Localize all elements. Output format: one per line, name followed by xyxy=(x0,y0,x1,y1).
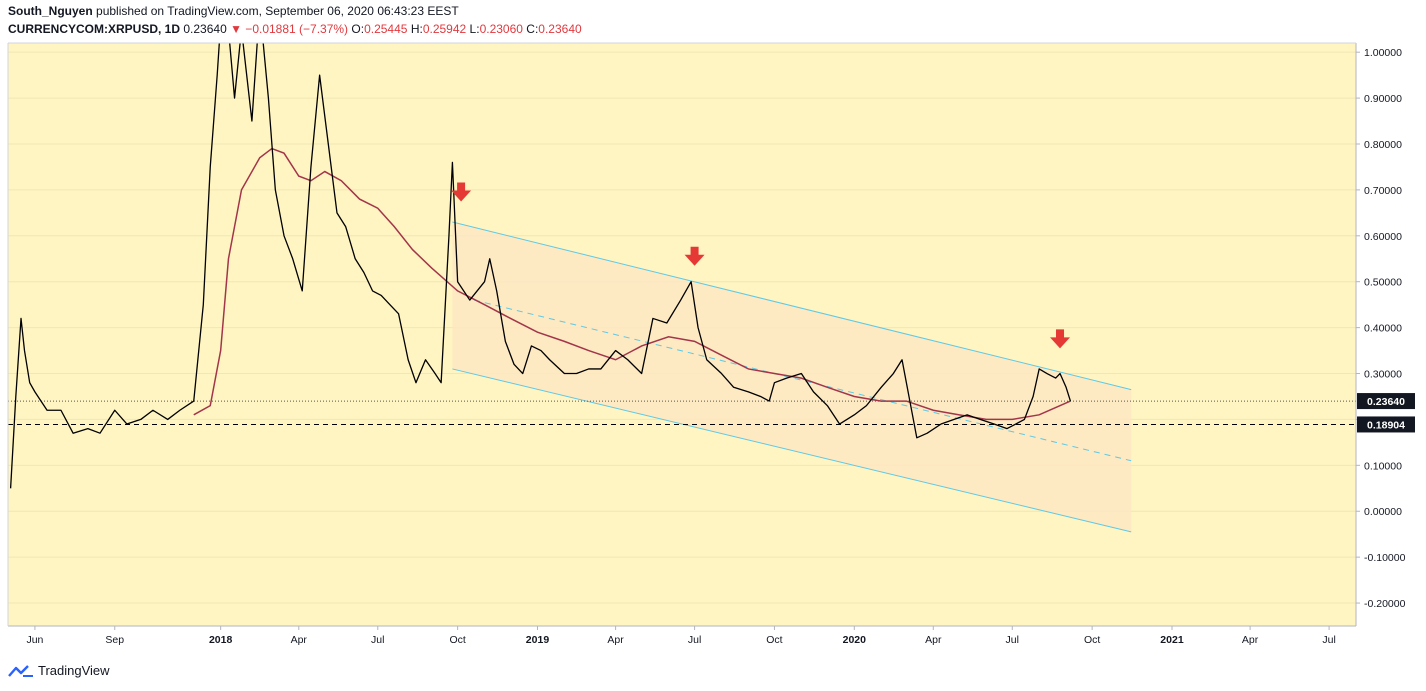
x-tick-label: Apr xyxy=(925,634,942,646)
channel-upper-line xyxy=(452,221,1132,391)
y-tick-label: 0.50000 xyxy=(1364,277,1402,289)
resistance-arrow-icon xyxy=(684,246,705,266)
close-label: C: xyxy=(526,22,539,36)
x-tick-label: Sep xyxy=(105,634,124,646)
open-value: 0.25445 xyxy=(364,22,408,36)
y-tick-label: 0.10000 xyxy=(1364,460,1402,472)
author-name[interactable]: South_Nguyen xyxy=(8,4,93,18)
footer-brand-text: TradingView xyxy=(38,663,110,678)
x-tick-label: Jul xyxy=(1006,634,1019,646)
x-tick-label: 2020 xyxy=(843,634,867,646)
price-change: ▼ −0.01881 (−7.37%) xyxy=(230,22,349,36)
current-price-tag-box xyxy=(1357,393,1415,410)
channel-lower-line xyxy=(452,368,1132,533)
published-text: published on TradingView.com, September … xyxy=(96,4,459,18)
x-tick-label: Oct xyxy=(449,634,465,646)
open-label: O: xyxy=(351,22,365,36)
current-price-tag: 0.23640 xyxy=(1367,396,1405,408)
price-line xyxy=(9,43,1072,489)
y-tick-label: 0.40000 xyxy=(1364,323,1402,335)
y-tick-label: -0.20000 xyxy=(1364,598,1406,610)
channel-mid-line xyxy=(473,299,1132,462)
support-price-tag-box xyxy=(1357,416,1415,433)
close-value: 0.23640 xyxy=(538,22,582,36)
x-tick-label: Apr xyxy=(291,634,308,646)
y-tick-label: 0.00000 xyxy=(1364,506,1402,518)
ohlc-line: CURRENCYCOM:XRPUSD, 1D 0.23640 ▼ −0.0188… xyxy=(8,22,582,36)
y-tick-label: 0.30000 xyxy=(1364,369,1402,381)
x-tick-label: 2018 xyxy=(209,634,233,646)
low-value: 0.23060 xyxy=(479,22,523,36)
x-tick-label: Jul xyxy=(371,634,384,646)
y-tick-label: 1.00000 xyxy=(1364,47,1402,59)
moving-average-line xyxy=(193,147,1071,421)
y-tick-label: 0.80000 xyxy=(1364,139,1402,151)
y-tick-label: 0.60000 xyxy=(1364,231,1402,243)
x-tick-label: Apr xyxy=(607,634,624,646)
x-tick-label: Jul xyxy=(688,634,701,646)
high-label: H: xyxy=(410,22,423,36)
x-tick-label: Oct xyxy=(1084,634,1100,646)
symbol-label[interactable]: CURRENCYCOM:XRPUSD, 1D xyxy=(8,22,181,36)
footer-brand[interactable]: TradingView xyxy=(8,663,110,678)
tradingview-logo-icon xyxy=(8,664,33,677)
low-label: L: xyxy=(469,22,480,36)
x-tick-label: 2019 xyxy=(526,634,550,646)
last-price: 0.23640 xyxy=(183,22,227,36)
x-tick-label: Jul xyxy=(1322,634,1335,646)
resistance-arrow-icon xyxy=(451,182,472,202)
y-tick-label: -0.10000 xyxy=(1364,552,1406,564)
publisher-line: South_Nguyen published on TradingView.co… xyxy=(8,4,459,18)
x-tick-label: Apr xyxy=(1242,634,1259,646)
x-tick-label: Jun xyxy=(26,634,43,646)
support-price-tag: 0.18904 xyxy=(1367,419,1405,431)
y-tick-label: 0.70000 xyxy=(1364,185,1402,197)
y-tick-label: 0.90000 xyxy=(1364,93,1402,105)
x-tick-label: 2021 xyxy=(1160,634,1184,646)
high-value: 0.25942 xyxy=(422,22,467,36)
resistance-arrow-icon xyxy=(1050,329,1071,349)
x-tick-label: Oct xyxy=(766,634,782,646)
